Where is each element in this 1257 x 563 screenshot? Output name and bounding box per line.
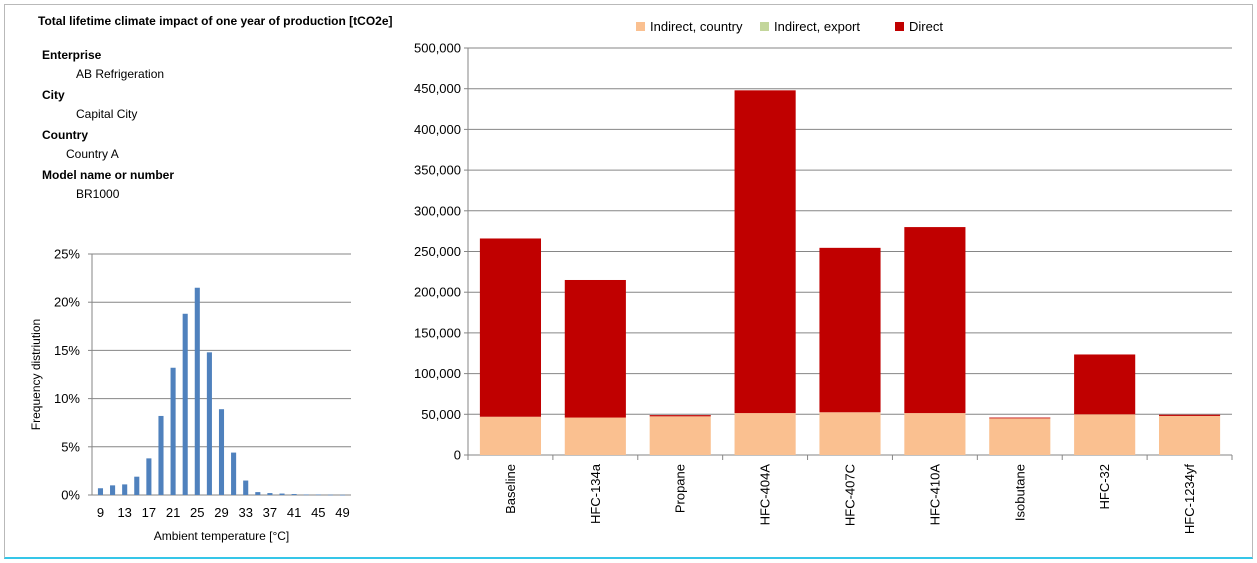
- hist-xtick-label: 25: [190, 505, 204, 520]
- hist-y-axis-title: Frequency distriution: [29, 319, 43, 430]
- country-label: Country: [42, 128, 88, 142]
- hist-x-axis-title: Ambient temperature [°C]: [154, 529, 290, 543]
- bar-indirect-country-baseline: [479, 416, 542, 455]
- bar-direct-hfc-134a: [564, 279, 626, 418]
- category-label: Propane: [673, 464, 688, 513]
- category-label: Baseline: [503, 464, 518, 514]
- bar-direct-isobutane: [989, 417, 1051, 419]
- bar-direct-hfc-1234yf: [1158, 414, 1221, 416]
- main-ytick-label: 350,000: [414, 163, 461, 178]
- chart-frame: [4, 4, 1253, 559]
- legend-swatch: [636, 22, 645, 31]
- main-ytick-label: 100,000: [414, 366, 461, 381]
- main-ytick-label: 300,000: [414, 203, 461, 218]
- bar-direct-hfc-404a: [734, 90, 796, 414]
- hist-xtick-label: 41: [287, 505, 301, 520]
- hist-ytick-label: 5%: [61, 439, 80, 454]
- bar-indirect-country-hfc-134a: [564, 417, 626, 455]
- histogram-bar-33: [243, 480, 249, 495]
- hist-xtick-label: 9: [97, 505, 104, 520]
- city-value: Capital City: [76, 107, 138, 121]
- category-label: HFC-32: [1097, 464, 1112, 510]
- histogram-bar-27: [206, 352, 212, 495]
- hist-ytick-label: 20%: [54, 295, 80, 310]
- legend-swatch: [760, 22, 769, 31]
- histogram-bar-9: [97, 488, 104, 495]
- main-ytick-label: 0: [454, 448, 461, 463]
- legend-item: Indirect, export: [760, 19, 860, 34]
- main-ytick-label: 400,000: [414, 122, 461, 137]
- histogram-bar-23: [182, 313, 188, 495]
- histogram-bar-39: [279, 493, 285, 495]
- hist-xtick-label: 33: [238, 505, 252, 520]
- legend-label: Direct: [909, 19, 943, 34]
- bar-direct-baseline: [479, 238, 542, 417]
- histogram-bar-11: [110, 485, 116, 495]
- legend-item: Direct: [895, 19, 943, 34]
- bar-direct-hfc-32: [1074, 354, 1136, 415]
- chart-title: Total lifetime climate impact of one yea…: [38, 14, 393, 28]
- category-label: Isobutane: [1012, 464, 1027, 521]
- category-label: HFC-134a: [588, 463, 603, 524]
- hist-xtick-label: 49: [335, 505, 349, 520]
- legend-item: Indirect, country: [636, 19, 743, 34]
- histogram-bar-21: [170, 367, 176, 495]
- main-ytick-label: 450,000: [414, 81, 461, 96]
- histogram-bar-49: [339, 494, 346, 496]
- histogram-bar-19: [158, 415, 164, 495]
- hist-xtick-label: 13: [117, 505, 131, 520]
- country-value: Country A: [66, 147, 119, 161]
- hist-xtick-label: 21: [166, 505, 180, 520]
- enterprise-value: AB Refrigeration: [76, 67, 165, 81]
- bar-indirect-country-hfc-404a: [734, 413, 796, 455]
- hist-ytick-label: 10%: [54, 391, 80, 406]
- bar-direct-propane: [649, 415, 711, 417]
- bar-indirect-country-hfc-407c: [819, 412, 881, 455]
- legend-label: Indirect, export: [774, 19, 860, 34]
- category-label: HFC-410A: [927, 464, 942, 526]
- main-ytick-label: 250,000: [414, 244, 461, 259]
- histogram-bar-47: [327, 494, 333, 496]
- bar-direct-hfc-410a: [904, 227, 966, 414]
- bar-indirect-country-hfc-32: [1074, 414, 1136, 455]
- bar-indirect-country-hfc-410a: [904, 413, 966, 455]
- histogram-bar-43: [303, 494, 309, 496]
- histogram-bar-17: [146, 458, 152, 495]
- histogram-bar-31: [231, 452, 237, 495]
- category-label: HFC-407C: [843, 464, 858, 526]
- hist-ytick-label: 25%: [54, 247, 80, 262]
- hist-xtick-label: 17: [142, 505, 156, 520]
- histogram-bar-35: [255, 492, 261, 495]
- bar-indirect-country-isobutane: [989, 418, 1051, 455]
- hist-xtick-label: 37: [263, 505, 277, 520]
- histogram-bar-29: [218, 409, 225, 495]
- enterprise-label: Enterprise: [42, 48, 102, 62]
- main-ytick-label: 50,000: [421, 407, 461, 422]
- bar-indirect-country-hfc-1234yf: [1158, 415, 1221, 455]
- hist-ytick-label: 0%: [61, 488, 80, 503]
- hist-xtick-label: 29: [214, 505, 228, 520]
- histogram-bar-37: [267, 493, 273, 495]
- model-label: Model name or number: [42, 168, 175, 182]
- histogram-bar-25: [194, 287, 200, 495]
- hist-ytick-label: 15%: [54, 343, 80, 358]
- hist-xtick-label: 45: [311, 505, 325, 520]
- main-ytick-label: 200,000: [414, 285, 461, 300]
- legend-label: Indirect, country: [650, 19, 743, 34]
- histogram-bar-13: [122, 484, 128, 495]
- histogram-bar-45: [315, 494, 321, 496]
- legend-swatch: [895, 22, 904, 31]
- bar-direct-hfc-407c: [819, 247, 881, 413]
- histogram-bar-41: [291, 494, 297, 495]
- bar-indirect-country-propane: [649, 416, 711, 455]
- model-value: BR1000: [76, 187, 120, 201]
- category-label: HFC-1234yf: [1182, 464, 1197, 534]
- city-label: City: [42, 88, 65, 102]
- histogram-bar-15: [134, 476, 140, 495]
- main-ytick-label: 150,000: [414, 325, 461, 340]
- main-ytick-label: 500,000: [414, 41, 461, 56]
- category-label: HFC-404A: [758, 464, 773, 526]
